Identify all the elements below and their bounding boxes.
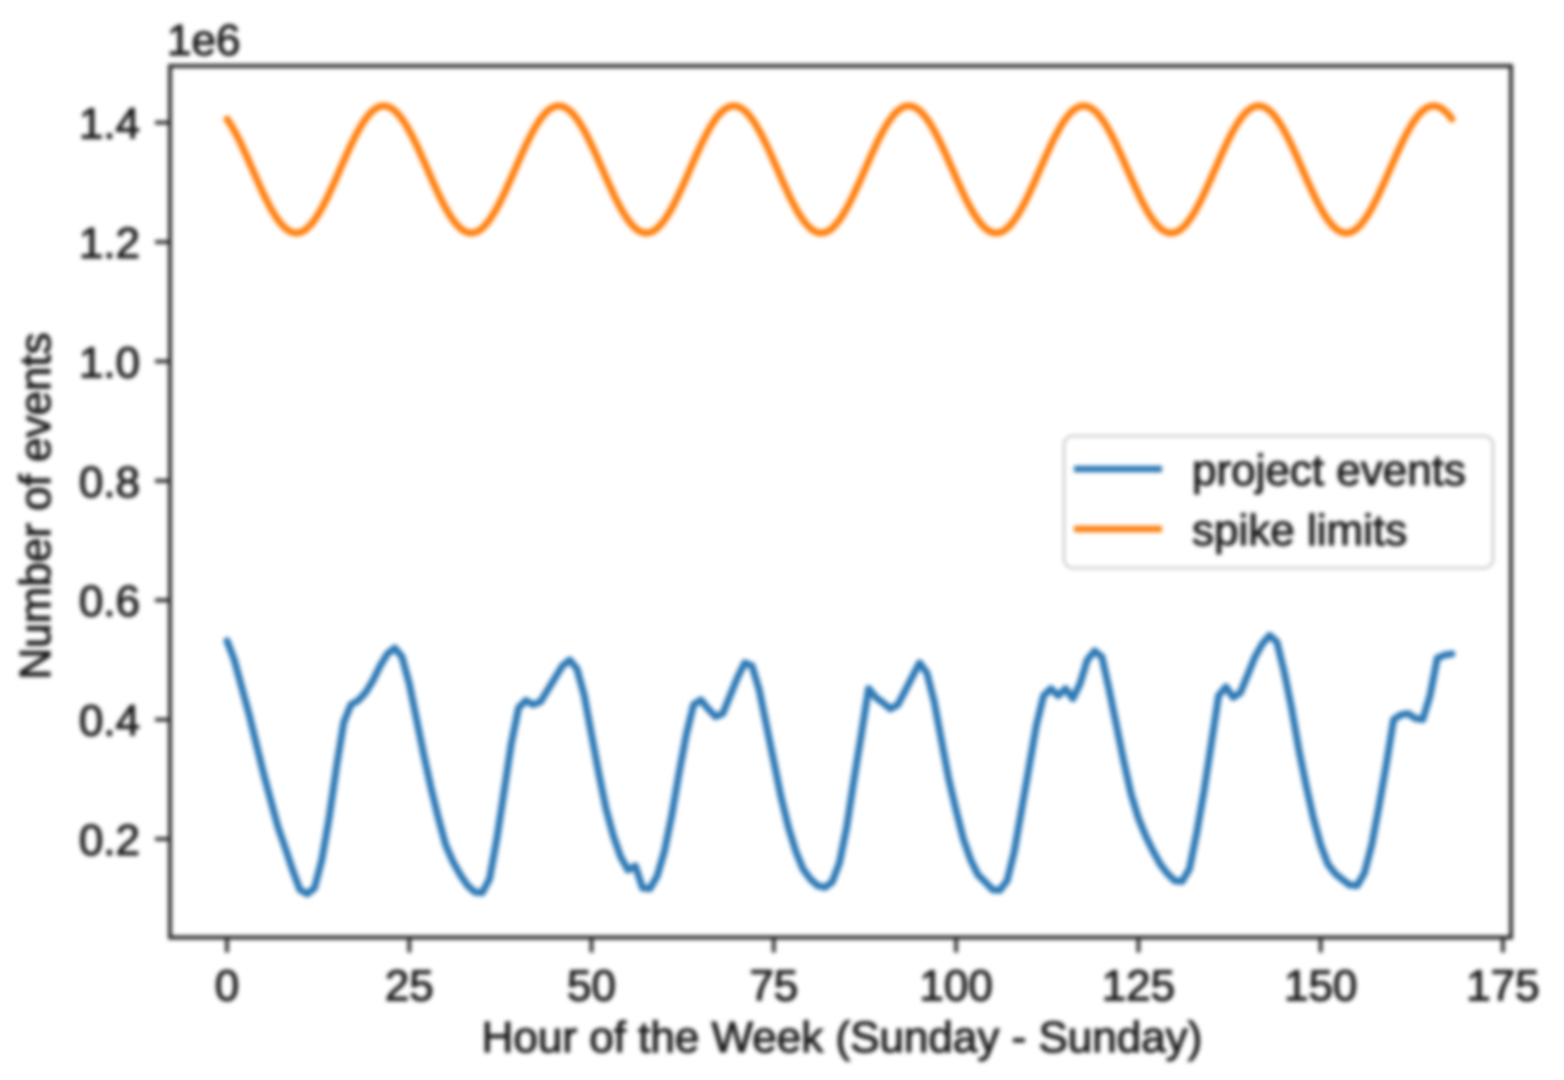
- svg-text:175: 175: [1466, 962, 1539, 1011]
- svg-text:125: 125: [1102, 962, 1175, 1011]
- svg-text:project events: project events: [1192, 446, 1466, 495]
- svg-text:1e6: 1e6: [167, 16, 240, 65]
- svg-text:0: 0: [215, 962, 239, 1011]
- svg-text:0.6: 0.6: [79, 577, 140, 626]
- svg-text:25: 25: [385, 962, 434, 1011]
- svg-text:Hour of the Week (Sunday - Sun: Hour of the Week (Sunday - Sunday): [482, 1013, 1203, 1062]
- svg-text:1.2: 1.2: [79, 219, 140, 268]
- svg-text:100: 100: [919, 962, 992, 1011]
- svg-text:0.2: 0.2: [79, 816, 140, 865]
- svg-text:0.4: 0.4: [79, 697, 140, 746]
- svg-text:0.8: 0.8: [79, 458, 140, 507]
- svg-text:1.0: 1.0: [79, 338, 140, 387]
- svg-text:1.4: 1.4: [79, 100, 140, 149]
- svg-text:150: 150: [1284, 962, 1357, 1011]
- svg-text:spike limits: spike limits: [1192, 506, 1407, 555]
- svg-text:75: 75: [749, 962, 798, 1011]
- svg-text:Number of events: Number of events: [11, 332, 60, 679]
- svg-text:50: 50: [567, 962, 616, 1011]
